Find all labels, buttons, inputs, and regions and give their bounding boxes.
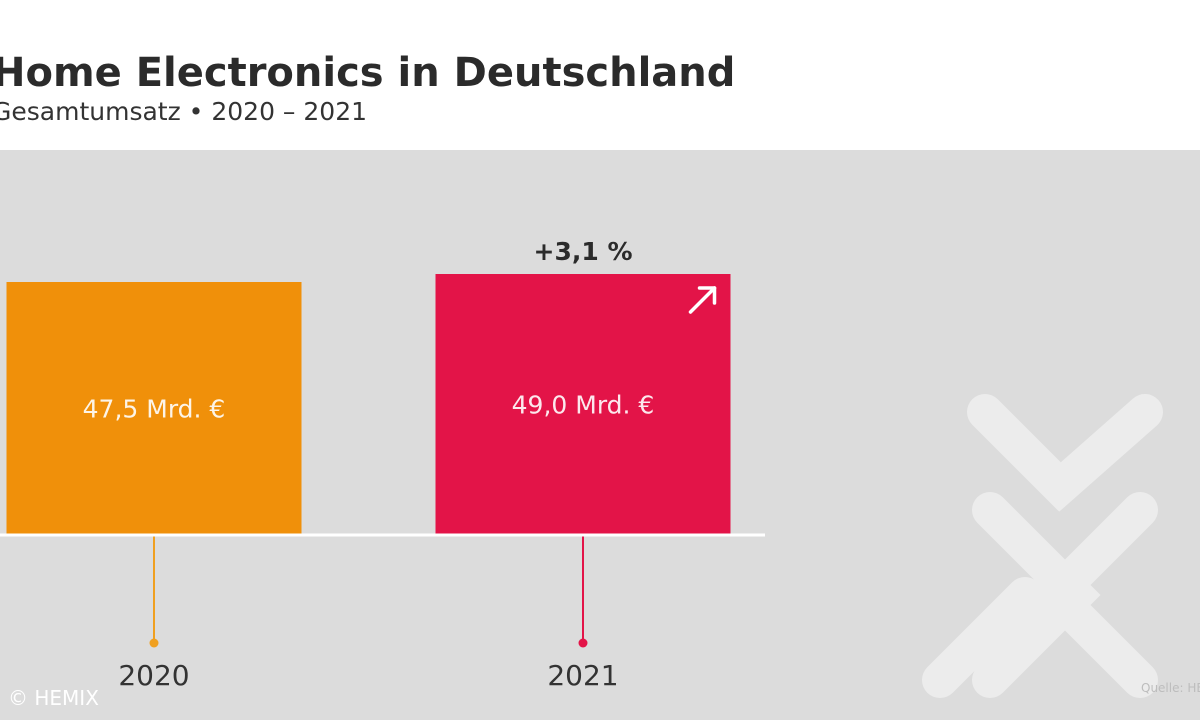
data-label-2020: 47,5 Mrd. €	[83, 395, 226, 424]
chart-subtitle: Gesamtumsatz • 2020 – 2021	[0, 97, 367, 126]
bars-layer: 47,5 Mrd. € 2020 49,0 Mrd. € 2021 +3,1 %	[6, 237, 731, 692]
tick-dot-2020	[149, 638, 159, 648]
chart-header: Home Electronics in Deutschland Gesamtum…	[0, 0, 1200, 150]
data-label-2021: 49,0 Mrd. €	[512, 391, 655, 420]
bar-chart: 47,5 Mrd. € 2020 49,0 Mrd. € 2021 +3,1 %	[0, 237, 1163, 698]
growth-annotation: +3,1 %	[534, 237, 633, 266]
tick-label-2021: 2021	[547, 659, 618, 692]
tick-label-2020: 2020	[118, 659, 189, 692]
chart-panel: 47,5 Mrd. € 2020 49,0 Mrd. € 2021 +3,1 %	[0, 150, 1200, 720]
bar-2021	[435, 274, 731, 535]
copyright-text: © HEMIX	[8, 686, 99, 710]
chart-title: Home Electronics in Deutschland	[0, 50, 736, 96]
tick-dot-2021	[578, 638, 588, 648]
watermark-logo	[922, 394, 1163, 698]
source-text: Quelle: HEMIX	[1141, 681, 1200, 695]
arrow-up-right-icon	[688, 286, 717, 314]
bar-2020	[6, 282, 302, 535]
